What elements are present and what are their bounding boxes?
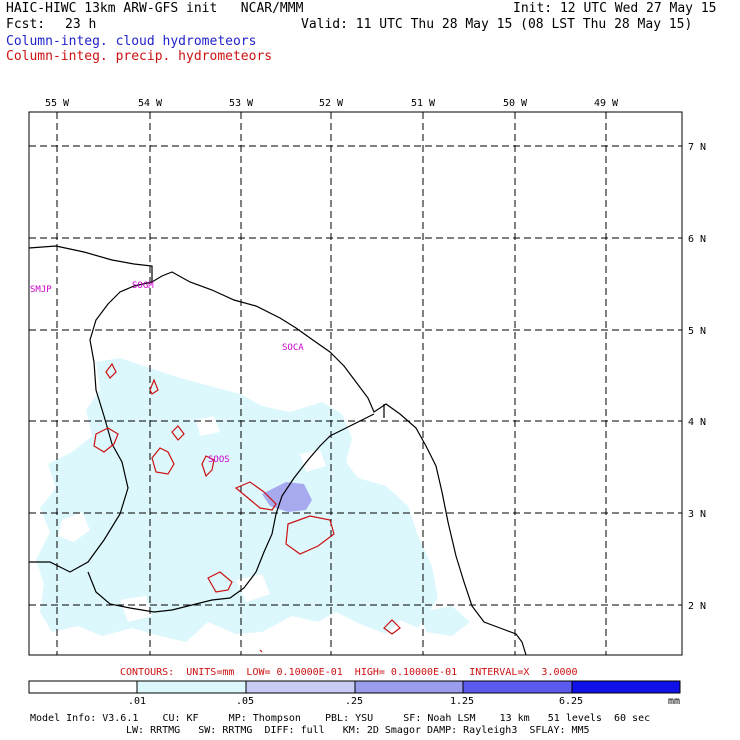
- station-soos: SOOS: [208, 455, 230, 465]
- lat-label: 5 N: [688, 326, 706, 337]
- map-frame: [28, 111, 683, 656]
- longitude-labels: 55 W 54 W 53 W 52 W 51 W 50 W 49 W: [45, 98, 619, 109]
- station-soca: SOCA: [282, 343, 304, 353]
- lat-label: 6 N: [688, 234, 706, 245]
- forecast-label: Fcst:: [6, 17, 46, 32]
- colorbar-bin: [354, 680, 464, 694]
- lon-label: 50 W: [503, 98, 528, 109]
- lat-label: 7 N: [688, 142, 706, 153]
- station-labels: SMJP SOGM SOCA SOOS: [30, 281, 304, 465]
- lon-label: 52 W: [319, 98, 344, 109]
- lon-label: 53 W: [229, 98, 254, 109]
- latitude-labels: 7 N 6 N 5 N 4 N 3 N 2 N: [688, 142, 706, 612]
- cloud-fill-medium: [262, 482, 312, 512]
- colorbar-bin: [462, 680, 573, 694]
- cloud-field-title: Column-integ. cloud hydrometeors: [6, 34, 257, 49]
- model-info-line-1: Model Info: V3.6.1 CU: KF MP: Thompson P…: [30, 713, 651, 724]
- station-smjp: SMJP: [30, 285, 52, 295]
- plot-title: HAIC-HIWC 13km ARW-GFS init NCAR/MMM: [6, 1, 304, 16]
- colorbar-bin: [245, 680, 356, 694]
- colorbar-bin: [571, 680, 681, 694]
- colorbar-tick: .01: [128, 696, 147, 707]
- valid-time: Valid: 11 UTC Thu 28 May 15 (08 LST Thu …: [301, 17, 693, 32]
- contours-info: CONTOURS: UNITS=mm LOW= 0.10000E-01 HIGH…: [120, 667, 578, 678]
- lon-label: 51 W: [411, 98, 436, 109]
- lat-lon-grid: [29, 112, 682, 655]
- colorbar-tick: .05: [236, 696, 255, 707]
- lon-label: 54 W: [138, 98, 163, 109]
- colorbar-bin: [28, 680, 138, 694]
- lat-label: 3 N: [688, 509, 706, 520]
- init-time: Init: 12 UTC Wed 27 May 15: [513, 1, 717, 16]
- colorbar-tick: 1.25: [450, 696, 475, 707]
- precip-field-title: Column-integ. precip. hydrometeors: [6, 49, 273, 64]
- forecast-hours: 23 h: [65, 17, 97, 32]
- colorbar-tick: .25: [345, 696, 364, 707]
- lon-label: 49 W: [594, 98, 619, 109]
- station-sogm: SOGM: [132, 281, 154, 291]
- cloud-fill-light: [36, 358, 470, 642]
- precip-contours: [93, 362, 401, 653]
- colorbar-unit: mm: [668, 696, 681, 707]
- lon-label: 55 W: [45, 98, 70, 109]
- colorbar-bin: [136, 680, 247, 694]
- coastlines: [28, 245, 527, 656]
- model-info-line-2: LW: RRTMG SW: RRTMG DIFF: full KM: 2D Sm…: [126, 725, 590, 736]
- colorbar: [28, 680, 681, 694]
- lat-label: 2 N: [688, 601, 706, 612]
- colorbar-tick: 6.25: [559, 696, 584, 707]
- lat-label: 4 N: [688, 417, 706, 428]
